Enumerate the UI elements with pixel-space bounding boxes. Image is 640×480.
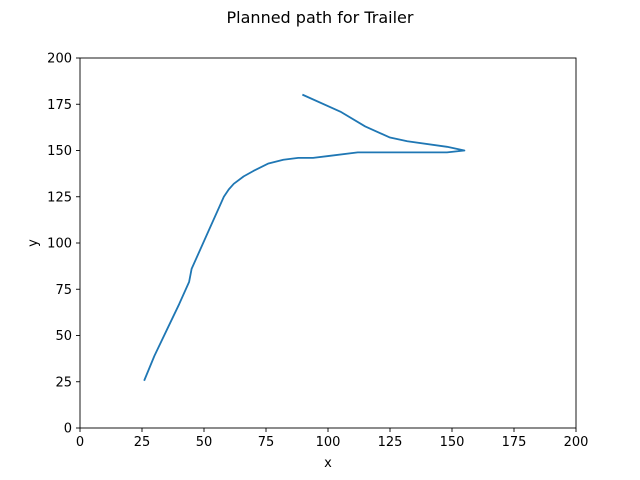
- y-tick-label: 125: [47, 190, 72, 205]
- line-layer: [143, 93, 466, 382]
- x-tick-label: 100: [316, 435, 341, 450]
- x-axis-label: x: [324, 456, 332, 471]
- y-tick-label: 150: [47, 144, 72, 159]
- y-tick-label: 25: [55, 375, 72, 390]
- x-tick-label: 150: [440, 435, 465, 450]
- y-tick-label: 75: [55, 283, 72, 298]
- y-tick-label: 0: [64, 422, 72, 437]
- series-line: [143, 93, 466, 382]
- x-tick-label: 125: [378, 435, 403, 450]
- x-tick-label: 0: [76, 435, 84, 450]
- y-tick-label: 200: [47, 52, 72, 67]
- chart-title: Planned path for Trailer: [227, 8, 414, 27]
- y-ticks: 0 25 50 75 100 125 150 175 200: [47, 52, 80, 437]
- x-tick-label: 50: [196, 435, 213, 450]
- x-tick-label: 25: [134, 435, 151, 450]
- x-tick-label: 200: [564, 435, 589, 450]
- x-tick-label: 75: [258, 435, 275, 450]
- x-ticks: 0 25 50 75 100 125 150 175 200: [76, 428, 589, 450]
- plot-area: [80, 58, 576, 428]
- y-tick-label: 50: [55, 329, 72, 344]
- y-tick-label: 175: [47, 98, 72, 113]
- y-tick-label: 100: [47, 237, 72, 252]
- x-tick-label: 175: [502, 435, 527, 450]
- y-axis-label: y: [26, 239, 41, 247]
